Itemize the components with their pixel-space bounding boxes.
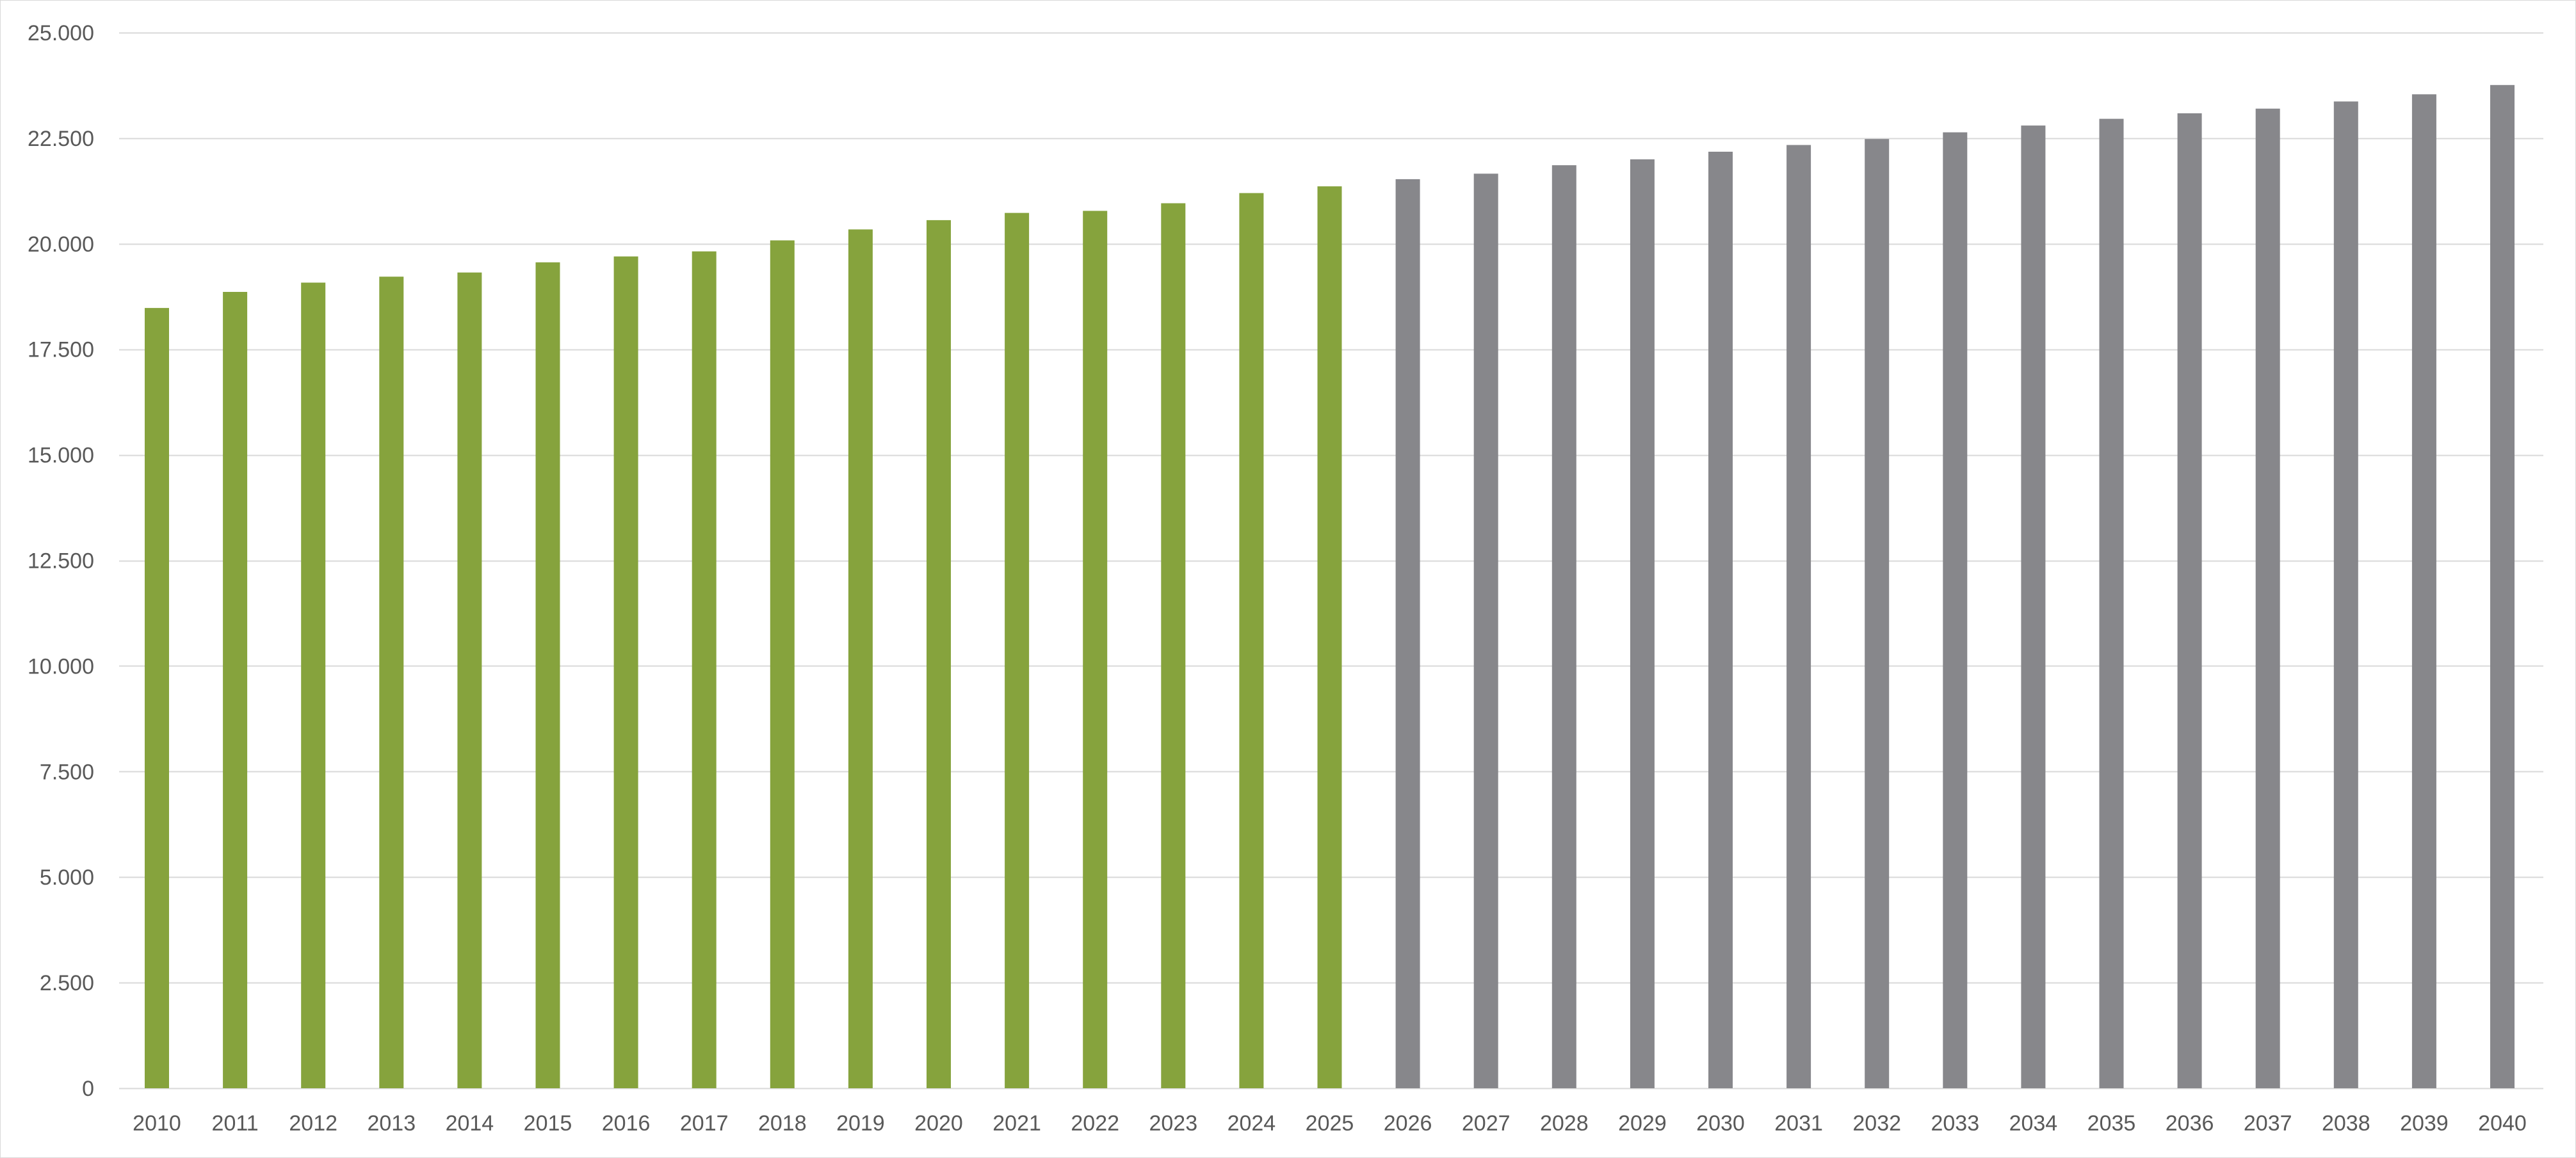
x-tick-label: 2037	[2244, 1111, 2292, 1136]
bar-2019	[848, 229, 873, 1088]
x-tick-label: 2039	[2400, 1111, 2449, 1136]
x-tick-label: 2031	[1774, 1111, 1823, 1136]
x-tick-label: 2040	[2478, 1111, 2527, 1136]
bar-2022	[1083, 211, 1108, 1088]
bar-2029	[1630, 159, 1655, 1088]
x-tick-label: 2033	[1931, 1111, 1979, 1136]
x-tick-label: 2013	[367, 1111, 416, 1136]
x-tick-label: 2016	[602, 1111, 651, 1136]
x-tick-label: 2024	[1227, 1111, 1276, 1136]
x-tick-label: 2025	[1306, 1111, 1354, 1136]
x-tick-label: 2034	[2009, 1111, 2058, 1136]
bar-2036	[2177, 113, 2202, 1088]
bar-2033	[1943, 132, 1968, 1089]
y-tick-label: 5.000	[40, 865, 94, 890]
x-tick-label: 2029	[1618, 1111, 1667, 1136]
x-tick-label: 2014	[446, 1111, 494, 1136]
bar-2010	[145, 308, 169, 1089]
bar-2037	[2255, 108, 2280, 1089]
y-tick-label: 0	[82, 1077, 94, 1101]
bar-2030	[1708, 152, 1733, 1088]
x-tick-label: 2028	[1540, 1111, 1589, 1136]
bar-2013	[379, 277, 404, 1089]
bar-2015	[535, 262, 560, 1088]
x-tick-label: 2030	[1696, 1111, 1745, 1136]
x-tick-label: 2011	[212, 1111, 259, 1136]
bar-2039	[2411, 94, 2436, 1088]
bar-2040	[2490, 84, 2515, 1088]
bar-2034	[2021, 125, 2046, 1089]
x-tick-label: 2017	[680, 1111, 729, 1136]
bar-2027	[1473, 173, 1498, 1088]
bar-2024	[1239, 193, 1264, 1089]
bar-2014	[457, 272, 482, 1089]
bar-2021	[1005, 213, 1030, 1089]
x-tick-label: 2021	[992, 1111, 1041, 1136]
bar-2031	[1786, 145, 1811, 1088]
x-tick-label: 2015	[524, 1111, 572, 1136]
bar-2017	[692, 251, 717, 1089]
x-tick-label: 2027	[1462, 1111, 1511, 1136]
x-tick-label: 2020	[914, 1111, 963, 1136]
y-tick-label: 2.500	[40, 971, 94, 995]
bar-2032	[1865, 139, 1890, 1089]
y-tick-label: 7.500	[40, 760, 94, 784]
bar-2028	[1551, 165, 1576, 1089]
y-tick-label: 25.000	[28, 21, 94, 45]
x-tick-label: 2010	[133, 1111, 181, 1136]
x-tick-label: 2038	[2322, 1111, 2370, 1136]
y-tick-label: 12.500	[28, 549, 94, 574]
x-tick-label: 2012	[289, 1111, 337, 1136]
y-tick-label: 20.000	[28, 232, 94, 257]
x-tick-label: 2036	[2166, 1111, 2214, 1136]
bars	[145, 84, 2515, 1089]
bar-2018	[770, 240, 795, 1088]
x-axis-ticks: 2010 2011 2012 2013 2014 2015 2016 2017 2018 2019…	[133, 1111, 2527, 1136]
bar-2025	[1317, 186, 1342, 1089]
y-tick-label: 10.000	[28, 654, 94, 679]
bar-2012	[301, 282, 326, 1088]
bar-2011	[223, 292, 248, 1088]
x-tick-label: 2035	[2087, 1111, 2136, 1136]
x-tick-label: 2019	[836, 1111, 885, 1136]
y-tick-label: 17.500	[28, 338, 94, 362]
bar-2020	[927, 220, 951, 1088]
y-tick-label: 15.000	[28, 444, 94, 468]
bar-2016	[613, 256, 638, 1089]
bar-2026	[1395, 179, 1420, 1088]
x-tick-label: 2032	[1852, 1111, 1901, 1136]
bar-2035	[2099, 118, 2124, 1089]
bar-2023	[1161, 203, 1186, 1088]
x-tick-label: 2018	[758, 1111, 807, 1136]
x-tick-label: 2022	[1071, 1111, 1119, 1136]
bar-2038	[2333, 101, 2358, 1088]
x-tick-label: 2026	[1384, 1111, 1432, 1136]
y-axis-ticks: 0 2.500 5.000 7.500 10.000 12.500 15.000 17.500…	[28, 21, 94, 1101]
x-tick-label: 2023	[1149, 1111, 1197, 1136]
y-tick-label: 22.500	[28, 127, 94, 151]
